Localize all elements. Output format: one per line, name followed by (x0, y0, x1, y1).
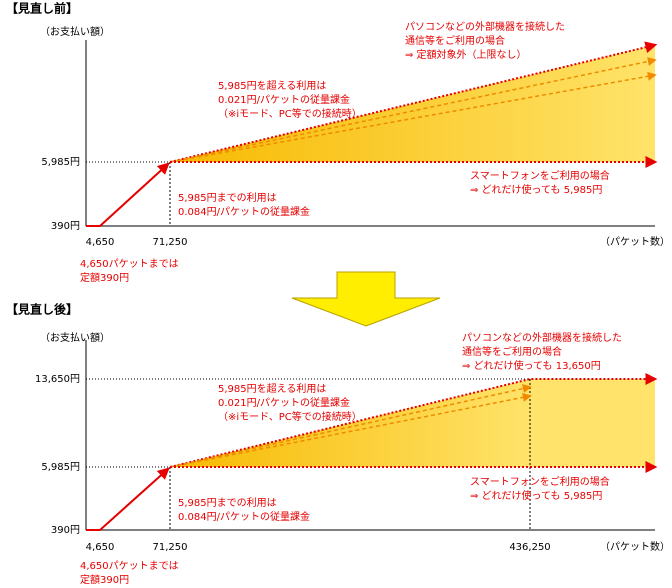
note: 4,650パケットまでは (80, 258, 179, 270)
note: （※iモード、PC等での接続時） (218, 107, 362, 120)
rate-line (86, 467, 170, 531)
mid-line (169, 392, 532, 468)
x-label: 4,650 (86, 542, 115, 553)
note: 定額390円 (80, 573, 129, 586)
note: ⇒ どれだけ使っても 13,650円 (462, 359, 601, 372)
note: 0.084円/パケットの従量課金 (178, 510, 310, 523)
mid-line (169, 57, 657, 163)
note: 5,985円を超える利用は (218, 79, 326, 92)
heading: 【見直し後】 (6, 302, 78, 317)
heading: 【見直し前】 (6, 1, 78, 16)
note: パソコンなどの外部機器を接続した (462, 331, 622, 344)
note: 0.021円/パケットの従量課金 (218, 396, 350, 409)
x-label: 71,250 (153, 237, 188, 248)
pc-line (169, 373, 658, 468)
note: 5,985円までの利用は (178, 192, 277, 204)
y-label: 5,985円 (41, 462, 80, 473)
mid-line (169, 384, 532, 468)
note: ⇒ どれだけ使っても 5,985円 (470, 183, 602, 196)
note: スマートフォンをご利用の場合 (470, 169, 610, 182)
fill-area (530, 379, 655, 467)
pc-line (169, 41, 658, 163)
axis-label: （パケット数） (600, 540, 670, 553)
y-label: 390円 (51, 221, 80, 232)
note: 5,985円までの利用は (178, 497, 277, 509)
x-label: 436,250 (509, 542, 550, 553)
axis-label: （お支払い額） (40, 331, 110, 344)
note: 4,650パケットまでは (80, 560, 179, 572)
note: （※iモード、PC等での接続時） (218, 410, 362, 423)
note: 0.021円/パケットの従量課金 (218, 93, 350, 106)
rate-line (86, 162, 170, 227)
x-label: 71,250 (153, 542, 188, 553)
mid-line (169, 71, 657, 163)
axis-label: （パケット数） (600, 235, 670, 248)
axis-label: （お支払い額） (40, 25, 110, 38)
note: スマートフォンをご利用の場合 (470, 475, 610, 488)
panel-before: 【見直し前】 （お支払い額） （パケット数） 5,985円 390円 4,650… (6, 1, 670, 285)
note: ⇒ どれだけ使っても 5,985円 (470, 489, 602, 502)
y-label: 13,650円 (35, 374, 80, 385)
panel-after: 【見直し後】 （お支払い額） （パケット数） 13,650円 5,985円 39… (6, 302, 670, 587)
note: パソコンなどの外部機器を接続した (405, 20, 565, 33)
note: 通信等をご利用の場合 (405, 34, 505, 47)
y-label: 390円 (51, 525, 80, 536)
note: 5,985円を超える利用は (218, 382, 326, 395)
note: ⇒ 定額対象外（上限なし） (405, 48, 527, 61)
note: 定額390円 (80, 271, 129, 284)
x-label: 4,650 (86, 237, 115, 248)
note: 0.084円/パケットの従量課金 (178, 205, 310, 218)
down-arrow (291, 271, 441, 327)
note: 通信等をご利用の場合 (462, 345, 562, 358)
y-label: 5,985円 (41, 157, 80, 168)
